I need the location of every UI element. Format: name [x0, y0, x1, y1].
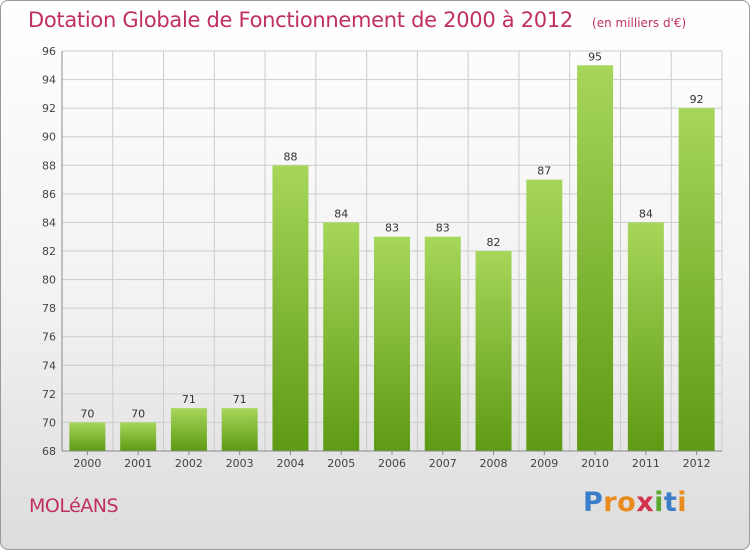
y-tick-label: 84: [42, 216, 56, 229]
y-tick-label: 92: [42, 102, 56, 115]
value-label: 70: [131, 407, 145, 420]
bar-2006: [374, 236, 410, 451]
value-label: 71: [182, 393, 196, 406]
bar-2010: [577, 65, 614, 452]
x-tick-label: 2004: [276, 457, 304, 470]
y-tick-label: 94: [42, 74, 56, 87]
value-label: 71: [233, 393, 247, 406]
value-label: 88: [283, 150, 297, 163]
y-tick-label: 96: [42, 45, 56, 58]
logo-letter: P: [583, 487, 604, 518]
y-tick-label: 90: [42, 131, 56, 144]
bar-2004: [272, 165, 309, 452]
y-tick-label: 74: [42, 359, 56, 372]
bar-2011: [627, 222, 664, 451]
y-tick-label: 78: [42, 302, 56, 315]
x-tick-label: 2002: [175, 457, 203, 470]
bar-2008: [475, 251, 512, 451]
bar-2003: [221, 408, 258, 451]
chart-title: Dotation Globale de Fonctionnement de 20…: [28, 8, 573, 32]
y-tick-label: 68: [42, 445, 56, 458]
commune-name: MOLéANS: [29, 495, 119, 517]
bar-2007: [424, 236, 461, 451]
logo-letter: i: [654, 487, 664, 518]
y-tick-label: 82: [42, 245, 56, 258]
x-tick-label: 2012: [683, 457, 711, 470]
value-label: 82: [487, 236, 501, 249]
value-label: 95: [588, 50, 602, 63]
logo-letter: o: [617, 487, 637, 518]
value-label: 92: [690, 93, 704, 106]
value-label: 84: [639, 207, 653, 220]
bar-2002: [170, 408, 207, 451]
logo-letter: r: [603, 487, 618, 518]
x-tick-label: 2008: [480, 457, 508, 470]
value-label: 70: [80, 407, 94, 420]
bars: 70 70 71 71 88 84 83 83 82 87 95 84 92: [69, 50, 715, 452]
bar-2012: [678, 108, 715, 452]
y-tick-label: 72: [42, 388, 56, 401]
x-tick-label: 2001: [124, 457, 152, 470]
x-tick-label: 2000: [73, 457, 101, 470]
y-tick-label: 88: [42, 159, 56, 172]
x-tick-label: 2010: [581, 457, 609, 470]
y-tick-label: 76: [42, 331, 56, 344]
y-tick-label: 70: [42, 416, 56, 429]
x-tick-label: 2011: [632, 457, 660, 470]
value-label: 83: [385, 222, 399, 235]
x-tick-label: 2003: [226, 457, 254, 470]
proxiti-logo: Proxiti: [583, 487, 687, 518]
axes: 68 70 72 74 76 78 80 82 84 86 88 90 92 94 96 2000 2001 20…: [42, 45, 722, 470]
y-tick-label: 86: [42, 188, 56, 201]
logo-letter: i: [677, 487, 688, 518]
logo-letter: t: [663, 487, 678, 518]
x-tick-label: 2006: [378, 457, 406, 470]
chart-unit: (en milliers d'€): [592, 16, 687, 30]
value-label: 83: [436, 222, 450, 235]
bar-2000: [69, 422, 106, 451]
value-label: 87: [537, 165, 551, 178]
bar-2001: [120, 422, 157, 451]
bar-2005: [323, 222, 360, 451]
title-row: Dotation Globale de Fonctionnement de 20…: [28, 8, 686, 32]
x-tick-label: 2009: [530, 457, 558, 470]
logo-letter: x: [636, 487, 655, 518]
y-tick-label: 80: [42, 274, 56, 287]
x-tick-label: 2005: [327, 457, 355, 470]
x-tick-label: 2007: [429, 457, 457, 470]
value-label: 84: [334, 207, 348, 220]
bar-2009: [526, 179, 563, 452]
